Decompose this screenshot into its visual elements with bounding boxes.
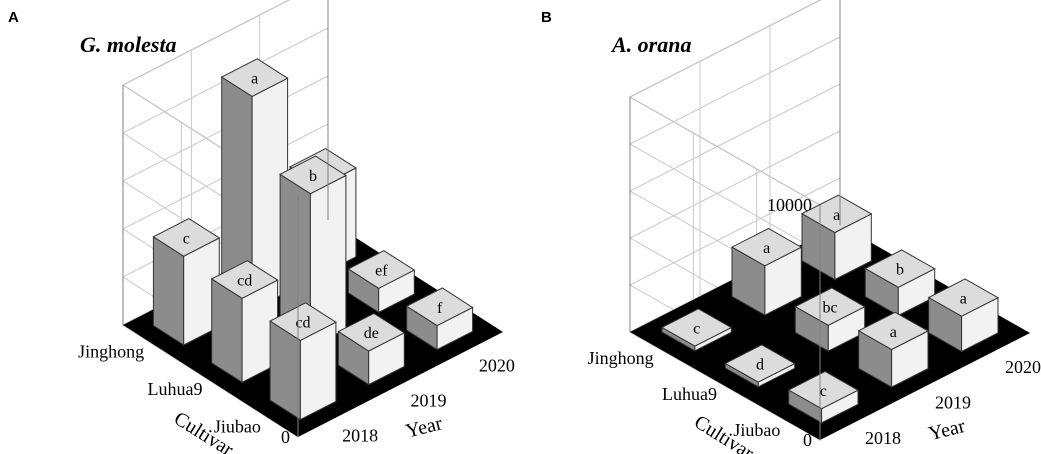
bar-significance-label: cd — [295, 315, 310, 332]
panel-label: A — [8, 9, 19, 26]
bar-top-face — [269, 302, 337, 341]
bar-top-face — [724, 344, 796, 383]
cultivar-tick-label: Jinghong — [78, 342, 144, 362]
bar-significance-label: c — [183, 230, 190, 247]
bar-top-face — [927, 278, 1000, 317]
bar: de — [337, 312, 406, 386]
panel-label: B — [541, 9, 552, 26]
bar: a — [730, 227, 803, 316]
bar-significance-label: f — [437, 300, 443, 317]
species-title: G. molesta — [80, 32, 177, 57]
bar: a — [927, 278, 1000, 353]
year-tick-label: 2020 — [479, 356, 515, 376]
year-tick-label: 2018 — [865, 428, 901, 448]
bar-top-face — [152, 218, 221, 257]
year-tick-label: 2020 — [1005, 357, 1041, 377]
bar: a — [800, 194, 873, 281]
bar-top-face — [210, 260, 279, 299]
axis-frame — [819, 0, 841, 440]
z-tick-label: 4000 — [776, 336, 812, 356]
bar: c — [787, 370, 860, 424]
bar-top-face — [347, 250, 416, 289]
bar-significance-label: a — [960, 291, 967, 308]
bar-significance-label: de — [364, 325, 379, 342]
year-tick-label: 2018 — [342, 426, 378, 446]
bar-top-face — [337, 312, 406, 352]
z-tick-label: 10000 — [767, 195, 812, 215]
bar: bc — [794, 287, 866, 352]
z-tick-label: 0 — [803, 430, 812, 450]
cultivar-tick-label: Jiubao — [733, 420, 780, 440]
cultivar-tick-label: Jinghong — [588, 348, 654, 368]
bar: cd — [210, 260, 279, 384]
bar-significance-label: b — [309, 168, 317, 185]
bar-top-face — [730, 227, 803, 267]
bar-top-face — [787, 370, 860, 410]
bar-significance-label: ef — [375, 263, 388, 280]
bar: d — [724, 344, 796, 388]
chart-panel-b: BA. orana0200040006000800010000Number of… — [541, 0, 1041, 454]
bar-significance-label: a — [251, 71, 258, 88]
bar: cd — [269, 302, 337, 421]
bar-significance-label: a — [763, 240, 770, 257]
bar-top-face — [857, 311, 930, 351]
chart-panel-a: AG. molesta0200040006000800010000Number … — [8, 0, 515, 454]
bar: ef — [347, 250, 416, 314]
bar-significance-label: b — [896, 262, 904, 279]
bar: b — [864, 249, 936, 317]
bar-significance-label: bc — [822, 300, 837, 317]
year-tick-label: 2019 — [411, 391, 447, 411]
bar-top-face — [794, 287, 866, 326]
year-tick-label: 2019 — [935, 393, 971, 413]
bar: f — [405, 287, 474, 351]
bar-significance-label: c — [820, 383, 827, 400]
bar-significance-label: a — [890, 324, 897, 341]
bar-top-face — [660, 308, 733, 347]
bar-top-face — [405, 287, 474, 327]
z-tick-label: 0 — [281, 427, 290, 447]
species-title: A. orana — [610, 32, 691, 57]
bar: a — [857, 311, 930, 388]
bar-top-face — [220, 58, 289, 97]
cultivar-tick-label: Luhua9 — [148, 379, 203, 399]
bar-top-face — [279, 155, 347, 195]
bar-significance-label: a — [833, 207, 840, 224]
bar-top-face — [864, 249, 936, 288]
bar-top-face — [800, 194, 873, 234]
year-axis-title: Year — [403, 412, 444, 442]
bar: c — [152, 218, 221, 346]
bar-significance-label: d — [756, 356, 764, 373]
bar-significance-label: cd — [237, 273, 252, 290]
cultivar-tick-label: Luhua9 — [662, 384, 717, 404]
bar: c — [660, 308, 733, 352]
cultivar-tick-label: Jiubao — [214, 416, 261, 436]
axis-frame — [297, 0, 329, 437]
bar-significance-label: c — [693, 320, 700, 337]
year-axis-title: Year — [926, 415, 967, 445]
